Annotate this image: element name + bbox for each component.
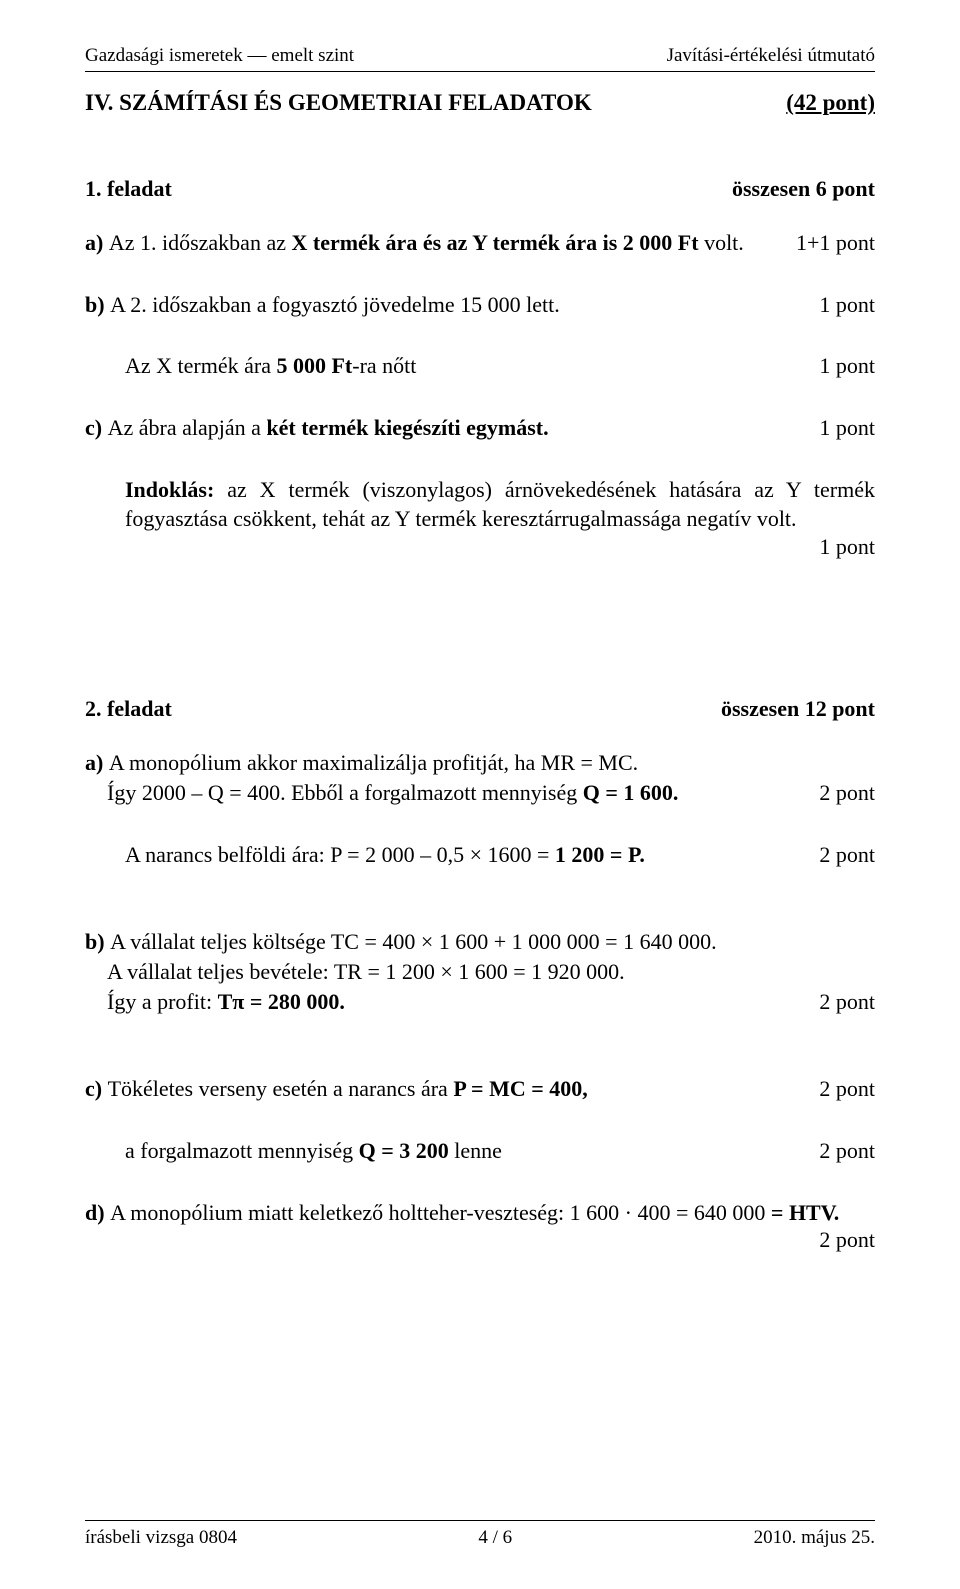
section-title: IV. SZÁMÍTÁSI ÉS GEOMETRIAI FELADATOK [85,90,592,116]
f2-c-row: c) Tökéletes verseny esetén a narancs ár… [85,1074,875,1104]
f1-c-row: c) Az ábra alapján a két termék kiegészí… [85,413,875,443]
f1-b-sub-row: Az X termék ára 5 000 Ft-ra nőtt 1 pont [85,351,875,381]
f2-b-line1: b) A vállalat teljes költsége TC = 400 ×… [85,927,875,957]
f1-indoklas-points: 1 pont [85,534,875,560]
f2-c-sub-text: a forgalmazott mennyiség Q = 3 200 lenne [125,1136,819,1166]
f1-c-points: 1 pont [819,413,875,443]
f1-a-row: a) Az 1. időszakban az X termék ára és a… [85,228,875,258]
f1-a-points: 1+1 pont [796,228,875,258]
section-title-row: IV. SZÁMÍTÁSI ÉS GEOMETRIAI FELADATOK (4… [85,90,875,116]
f2-b-line2: A vállalat teljes bevétele: TR = 1 200 ×… [85,957,875,987]
f2-c-sub-points: 2 pont [819,1136,875,1166]
header-rule [85,71,875,72]
f2-a-line2-text: Így 2000 – Q = 400. Ebből a forgalmazott… [85,778,819,808]
f1-a-text: a) Az 1. időszakban az X termék ára és a… [85,228,796,258]
f2-c-points: 2 pont [819,1074,875,1104]
page-container: Gazdasági ismeretek — emelt szint Javítá… [0,0,960,1589]
page-footer: írásbeli vizsga 0804 4 / 6 2010. május 2… [85,1520,875,1549]
f2-d-points: 2 pont [85,1227,875,1253]
f1-c-prefix: c) [85,415,108,440]
f1-indoklas: Indoklás: az X termék (viszonylagos) árn… [85,475,875,534]
section-points: (42 pont) [786,90,875,116]
footer-left: írásbeli vizsga 0804 [85,1527,237,1549]
feladat-2-total: összesen 12 pont [721,696,875,722]
f2-c-text: c) Tökéletes verseny esetén a narancs ár… [85,1074,819,1104]
f2-c-prefix: c) [85,1076,108,1101]
f2-d-text: d) A monopólium miatt keletkező holttehe… [85,1198,875,1228]
f1-b-prefix: b) [85,292,110,317]
f2-b-line3-points: 2 pont [819,987,875,1017]
feladat-1-heading: 1. feladat összesen 6 pont [85,176,875,202]
footer-right: 2010. május 25. [754,1527,875,1549]
f2-a-sub-text: A narancs belföldi ára: P = 2 000 – 0,5 … [125,840,819,870]
footer-row: írásbeli vizsga 0804 4 / 6 2010. május 2… [85,1527,875,1549]
f2-a-line1: a) A monopólium akkor maximalizálja prof… [85,748,875,778]
f2-b-prefix: b) [85,929,110,954]
feladat-2-heading: 2. feladat összesen 12 pont [85,696,875,722]
f2-b-line3: Így a profit: Tπ = 280 000. 2 pont [85,987,875,1017]
f2-a-line2: Így 2000 – Q = 400. Ebből a forgalmazott… [85,778,875,808]
f2-c-sub-row: a forgalmazott mennyiség Q = 3 200 lenne… [85,1136,875,1166]
f1-b-text: b) A 2. időszakban a fogyasztó jövedelme… [85,290,819,320]
f2-a-prefix: a) [85,750,109,775]
feladat-1-title: 1. feladat [85,176,172,202]
f2-a-line2-points: 2 pont [819,778,875,808]
f1-c-text: c) Az ábra alapján a két termék kiegészí… [85,413,819,443]
f1-b-sub-points: 1 pont [819,351,875,381]
f1-a-prefix: a) [85,230,109,255]
f1-indoklas-label: Indoklás: [125,477,214,502]
f2-b-line3-text: Így a profit: Tπ = 280 000. [85,987,819,1017]
header-right: Javítási-értékelési útmutató [667,45,875,67]
f1-b-row: b) A 2. időszakban a fogyasztó jövedelme… [85,290,875,320]
feladat-1-total: összesen 6 pont [732,176,875,202]
f1-b-sub-text: Az X termék ára 5 000 Ft-ra nőtt [125,351,819,381]
footer-rule [85,1520,875,1521]
f2-d-prefix: d) [85,1200,110,1225]
header-left: Gazdasági ismeretek — emelt szint [85,45,354,67]
footer-center: 4 / 6 [478,1527,512,1549]
f2-a-sub-row: A narancs belföldi ára: P = 2 000 – 0,5 … [85,840,875,870]
f1-b-points: 1 pont [819,290,875,320]
page-header: Gazdasági ismeretek — emelt szint Javítá… [85,45,875,67]
feladat-2-title: 2. feladat [85,696,172,722]
f2-a-sub-points: 2 pont [819,840,875,870]
